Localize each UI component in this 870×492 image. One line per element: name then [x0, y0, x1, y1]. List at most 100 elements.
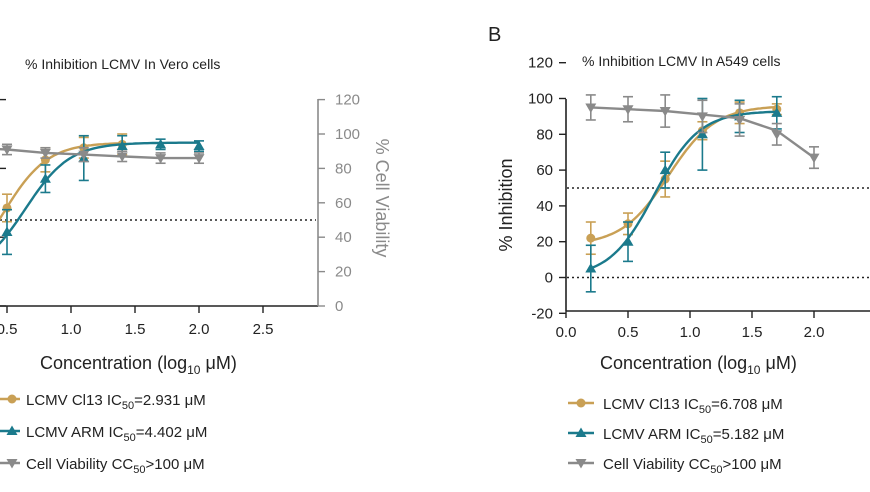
chart-a-x-tick-label: 2.5	[253, 321, 274, 338]
chart-plot-layers: 0.5 1.0 1.5 2.0 2.5 0 20 40 60 80 100 120 -20 0 20 40 60…	[0, 55, 870, 469]
chart-a-y2-tick-label: 80	[335, 160, 352, 177]
legend-b-arm-sub: 50	[701, 434, 713, 446]
data-point	[734, 115, 746, 126]
data-point	[659, 107, 671, 117]
data-point	[585, 103, 597, 113]
data-point	[155, 154, 167, 164]
chart-b-xlabel-after: μM)	[760, 353, 796, 373]
chart-b-title: % Inhibition LCMV In A549 cells	[582, 53, 780, 69]
chart-b-y-tick-label: 60	[536, 162, 553, 179]
data-point	[771, 107, 783, 117]
data-point	[193, 140, 205, 151]
chart-a-title: % Inhibition LCMV In Vero cells	[25, 56, 220, 72]
data-point	[585, 263, 597, 273]
data-point	[116, 140, 128, 151]
data-point	[771, 130, 783, 140]
series-curve	[0, 142, 123, 221]
chart-a-x-tick-label: 2.0	[189, 321, 210, 338]
chart-b-x-tick-label: 0.0	[556, 324, 577, 341]
legend-a-cl13-before: LCMV Cl13 IC	[26, 392, 122, 409]
panel-b-label: B	[488, 24, 501, 46]
chart-b-xlabel-sub: 10	[747, 363, 761, 377]
chart-b-y-tick-label: -20	[531, 305, 553, 322]
chart-a-series-lcmv-cl13	[0, 133, 128, 223]
chart-b-y-tick-label: 0	[545, 270, 553, 287]
series-curve	[0, 141, 199, 245]
chart-b-xlabel: Concentration (log10 μM)	[600, 353, 797, 377]
legend-b-cl13-before: LCMV Cl13 IC	[603, 396, 699, 413]
chart-b-x-tick-label: 0.5	[618, 324, 639, 341]
chart-a-y2-tick-label: 120	[335, 92, 360, 109]
legend-a-item-arm: LCMV ARM IC50=4.402 μM	[26, 424, 207, 444]
chart-a-x-tick-label: 1.5	[125, 321, 146, 338]
chart-b-xlabel-before: Concentration (log	[600, 353, 747, 373]
data-point	[696, 128, 708, 139]
data-point	[586, 233, 596, 243]
legend-b-viab-after: >100 μM	[723, 456, 782, 473]
legend-marker	[6, 459, 18, 469]
data-point	[1, 226, 13, 237]
legend-b-item-arm: LCMV ARM IC50=5.182 μM	[603, 426, 784, 446]
series-curve	[0, 147, 199, 160]
legend-a-arm-after: =4.402 μM	[136, 424, 208, 441]
chart-a-y2-tick-label: 60	[335, 195, 352, 212]
chart-a-y2label: % Cell Viability	[372, 139, 392, 258]
chart-a-y2-tick-label: 20	[335, 264, 352, 281]
legend-marker	[575, 427, 587, 437]
legend-a-viab-sub: 50	[133, 464, 145, 476]
legend-b: LCMV Cl13 IC50=6.708 μM LCMV ARM IC50=5.…	[603, 396, 784, 476]
chart-b-series-lcmv-cl13	[585, 101, 782, 256]
legend-marker	[7, 394, 17, 404]
chart-b-x-tick-label: 1.5	[742, 324, 763, 341]
legend-b-item-cl13: LCMV Cl13 IC50=6.708 μM	[603, 396, 783, 416]
chart-b-ylabel: % Inhibition	[496, 158, 516, 251]
chart-a-series-lcmv-arm	[0, 134, 205, 256]
legend-b-viab-before: Cell Viability CC	[603, 456, 710, 473]
chart-a-xlabel-after: μM)	[200, 353, 236, 373]
data-point	[622, 105, 634, 115]
chart-b-series-cell-viability	[585, 94, 820, 170]
legend-b-arm-before: LCMV ARM IC	[603, 426, 701, 443]
legend-b-arm-after: =5.182 μM	[713, 426, 785, 443]
legend-a-viab-after: >100 μM	[146, 456, 205, 473]
chart-a-y2-tick-label: 40	[335, 229, 352, 246]
data-point	[78, 150, 90, 161]
legend-a-cl13-after: =2.931 μM	[134, 392, 206, 409]
data-point	[659, 164, 671, 175]
data-point	[622, 236, 634, 246]
chart-a-x-tick-label: 1.0	[61, 321, 82, 338]
chart-a-xlabel-before: Concentration (log	[40, 353, 187, 373]
chart-b-y-tick-label: 100	[528, 91, 553, 108]
data-point	[39, 148, 51, 159]
data-point	[155, 138, 167, 149]
chart-a-xlabel: Concentration (log10 μM)	[40, 353, 237, 377]
legend-a-item-cl13: LCMV Cl13 IC50=2.931 μM	[26, 392, 206, 412]
chart-b-x-tick-label: 2.0	[804, 324, 825, 341]
chart-b-x-tick-label: 1.0	[680, 324, 701, 341]
data-point	[116, 152, 128, 162]
legend-a: LCMV Cl13 IC50=2.931 μM LCMV ARM IC50=4.…	[26, 392, 207, 476]
legend-a-arm-before: LCMV ARM IC	[26, 424, 124, 441]
chart-a-xlabel-sub: 10	[187, 363, 201, 377]
chart-a-y2-tick-label: 0	[335, 298, 343, 315]
data-point	[193, 154, 205, 164]
chart-b-y-tick-label: 80	[536, 126, 553, 143]
data-point	[808, 153, 820, 164]
chart-b-series-lcmv-arm	[585, 95, 783, 293]
data-point	[696, 112, 708, 122]
legend-marker	[576, 398, 586, 408]
legend-marker	[6, 425, 18, 435]
data-point	[1, 145, 13, 155]
chart-b-y-tick-label: 120	[528, 55, 553, 72]
legend-b-viab-sub: 50	[710, 464, 722, 476]
chart-b-y-tick-label: 20	[536, 234, 553, 251]
chart-a-series-cell-viability	[0, 143, 205, 165]
chart-a-plot: 0.5 1.0 1.5 2.0 2.5 0 20 40 60 80 100 120	[0, 92, 360, 338]
legend-b-cl13-sub: 50	[699, 404, 711, 416]
legend-b-item-viability: Cell Viability CC50>100 μM	[603, 456, 782, 476]
legend-b-cl13-after: =6.708 μM	[711, 396, 783, 413]
legend-a-item-viability: Cell Viability CC50>100 μM	[26, 456, 205, 476]
data-point	[39, 173, 51, 183]
